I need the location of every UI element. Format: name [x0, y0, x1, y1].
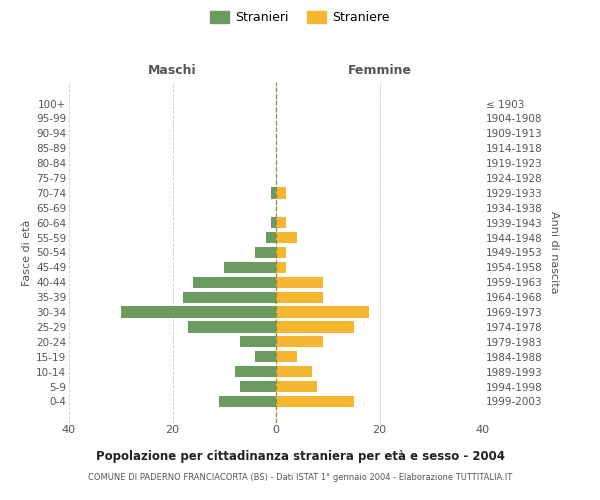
Text: Maschi: Maschi — [148, 64, 197, 78]
Text: COMUNE DI PADERNO FRANCIACORTA (BS) - Dati ISTAT 1° gennaio 2004 - Elaborazione : COMUNE DI PADERNO FRANCIACORTA (BS) - Da… — [88, 472, 512, 482]
Bar — [121, 306, 276, 318]
Bar — [276, 276, 323, 288]
Bar — [276, 232, 296, 243]
Bar — [276, 292, 323, 303]
Bar — [266, 232, 276, 243]
Bar — [276, 366, 312, 378]
Bar — [276, 322, 353, 332]
Bar — [240, 336, 276, 347]
Text: Femmine: Femmine — [347, 64, 412, 78]
Bar — [240, 381, 276, 392]
Bar — [276, 247, 286, 258]
Bar — [276, 217, 286, 228]
Y-axis label: Fasce di età: Fasce di età — [22, 220, 32, 286]
Bar — [276, 188, 286, 198]
Legend: Stranieri, Straniere: Stranieri, Straniere — [205, 6, 395, 29]
Bar — [276, 381, 317, 392]
Bar — [235, 366, 276, 378]
Bar — [276, 262, 286, 273]
Bar — [219, 396, 276, 407]
Bar — [276, 336, 323, 347]
Y-axis label: Anni di nascita: Anni di nascita — [549, 211, 559, 294]
Bar — [271, 188, 276, 198]
Bar — [276, 306, 369, 318]
Bar — [188, 322, 276, 332]
Bar — [224, 262, 276, 273]
Bar — [193, 276, 276, 288]
Bar — [276, 396, 353, 407]
Bar — [271, 217, 276, 228]
Bar — [256, 351, 276, 362]
Text: Popolazione per cittadinanza straniera per età e sesso - 2004: Popolazione per cittadinanza straniera p… — [95, 450, 505, 463]
Bar — [183, 292, 276, 303]
Bar — [256, 247, 276, 258]
Bar — [276, 351, 296, 362]
